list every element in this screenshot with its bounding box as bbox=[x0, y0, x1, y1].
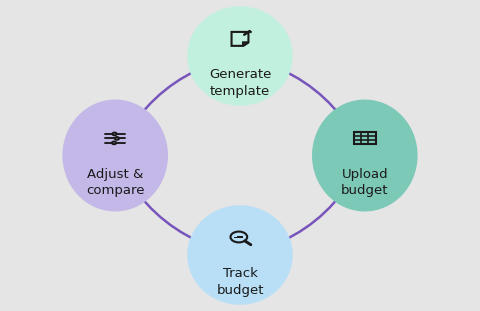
Bar bbox=[354, 132, 375, 144]
Circle shape bbox=[112, 132, 117, 135]
Ellipse shape bbox=[187, 6, 293, 106]
Circle shape bbox=[112, 142, 116, 144]
Ellipse shape bbox=[187, 205, 293, 305]
Text: Track
budget: Track budget bbox=[216, 267, 264, 297]
Bar bbox=[240, 236, 243, 239]
Text: Adjust &
compare: Adjust & compare bbox=[86, 168, 144, 197]
Ellipse shape bbox=[62, 100, 168, 211]
Text: Generate
template: Generate template bbox=[209, 68, 271, 98]
Bar bbox=[237, 236, 240, 239]
Circle shape bbox=[115, 137, 119, 140]
Text: Upload
budget: Upload budget bbox=[341, 168, 388, 197]
Bar bbox=[234, 237, 237, 239]
Ellipse shape bbox=[312, 100, 418, 211]
